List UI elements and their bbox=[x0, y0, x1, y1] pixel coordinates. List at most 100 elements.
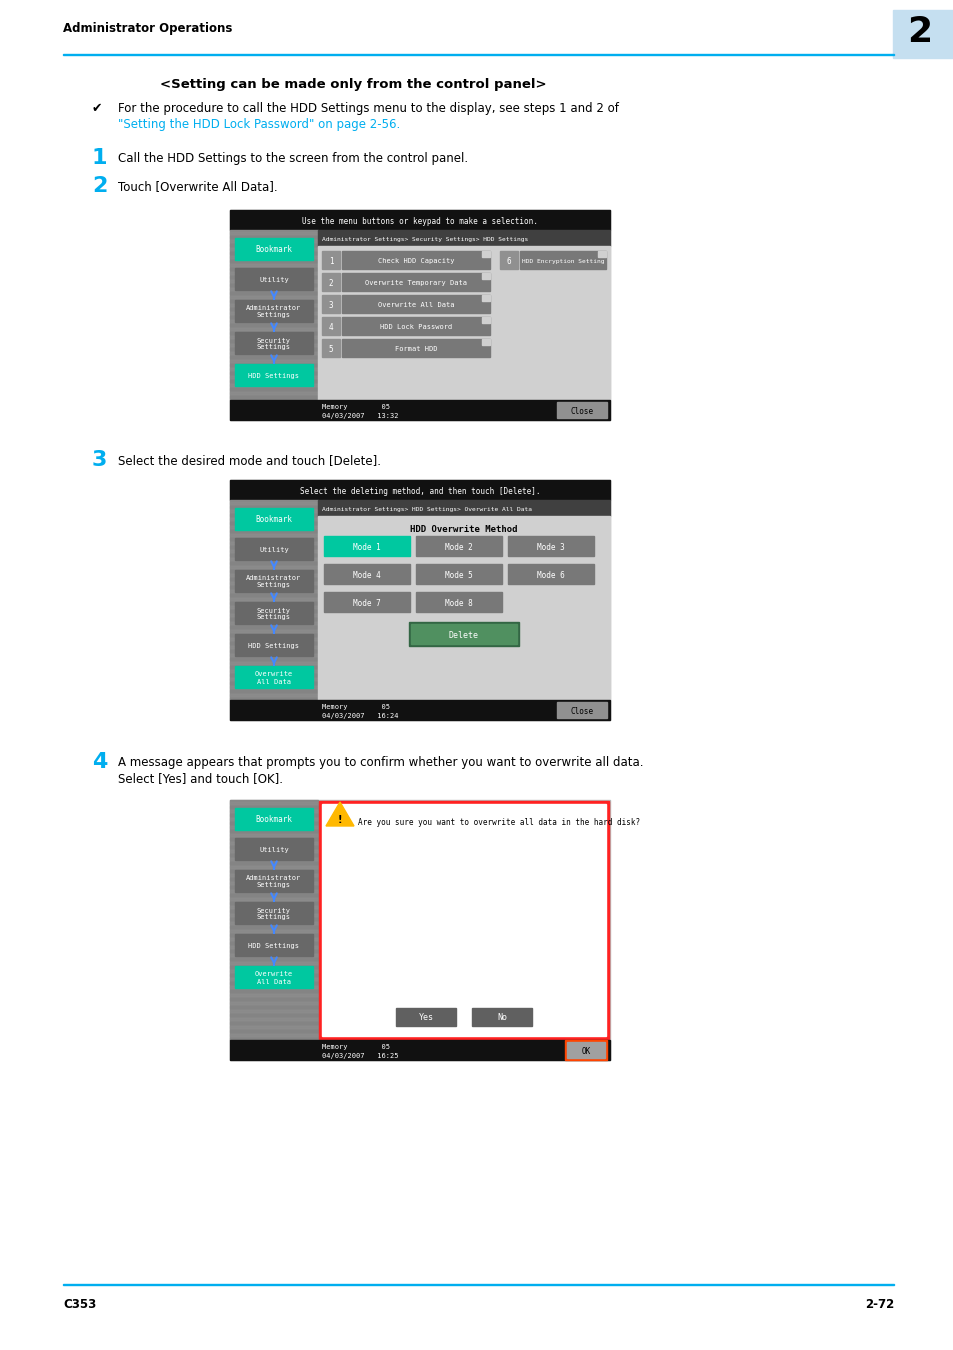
Bar bbox=[230, 990, 317, 992]
Polygon shape bbox=[326, 802, 354, 826]
Bar bbox=[230, 1010, 317, 1012]
Bar bbox=[230, 674, 317, 676]
Bar bbox=[230, 562, 317, 564]
Text: Security
Settings: Security Settings bbox=[256, 907, 291, 921]
Text: 04/03/2007   16:24: 04/03/2007 16:24 bbox=[322, 713, 398, 720]
Bar bbox=[416, 536, 501, 556]
Text: Overwrite Temporary Data: Overwrite Temporary Data bbox=[365, 279, 467, 286]
Bar bbox=[230, 549, 317, 552]
Bar bbox=[230, 514, 317, 516]
Bar bbox=[230, 1006, 317, 1008]
Bar bbox=[230, 387, 317, 390]
Bar bbox=[230, 630, 317, 632]
Bar bbox=[230, 806, 317, 809]
Text: Close: Close bbox=[570, 406, 593, 416]
Bar bbox=[230, 986, 317, 988]
Bar bbox=[230, 344, 317, 346]
Bar bbox=[230, 926, 317, 927]
Bar bbox=[230, 873, 317, 876]
Bar bbox=[230, 1026, 317, 1027]
Bar bbox=[230, 328, 317, 329]
Text: Administrator
Settings: Administrator Settings bbox=[246, 876, 301, 888]
Bar bbox=[230, 364, 317, 366]
Text: OK: OK bbox=[580, 1046, 590, 1056]
Bar bbox=[230, 865, 317, 868]
Bar bbox=[230, 481, 609, 500]
Text: HDD Lock Password: HDD Lock Password bbox=[379, 324, 452, 329]
Text: Overwrite
All Data: Overwrite All Data bbox=[254, 972, 293, 984]
Bar bbox=[230, 994, 317, 996]
Text: 2: 2 bbox=[329, 278, 333, 288]
Text: Administrator Operations: Administrator Operations bbox=[63, 22, 233, 35]
Text: Mode 7: Mode 7 bbox=[353, 598, 380, 608]
Bar bbox=[230, 998, 317, 1000]
Text: Are you sure you want to overwrite all data in the hard disk?: Are you sure you want to overwrite all d… bbox=[357, 818, 639, 828]
Text: Memory        05: Memory 05 bbox=[322, 703, 390, 710]
Bar bbox=[230, 296, 317, 298]
Text: Overwrite All Data: Overwrite All Data bbox=[377, 302, 454, 308]
Bar bbox=[230, 606, 317, 608]
Bar bbox=[234, 238, 313, 261]
Bar bbox=[230, 801, 317, 1040]
Bar bbox=[322, 339, 339, 356]
Bar bbox=[230, 541, 317, 544]
Text: Security
Settings: Security Settings bbox=[256, 338, 291, 351]
Bar bbox=[409, 622, 518, 647]
Bar bbox=[481, 317, 490, 323]
Bar bbox=[324, 536, 410, 556]
Text: 4: 4 bbox=[91, 752, 108, 772]
Bar bbox=[230, 236, 317, 238]
Bar bbox=[234, 869, 313, 892]
Bar bbox=[230, 859, 317, 860]
Text: Mode 8: Mode 8 bbox=[445, 598, 473, 608]
Text: Delete: Delete bbox=[449, 630, 478, 640]
Bar bbox=[230, 678, 317, 680]
Text: Bookmark: Bookmark bbox=[255, 516, 293, 525]
Text: Call the HDD Settings to the screen from the control panel.: Call the HDD Settings to the screen from… bbox=[118, 153, 468, 165]
Bar bbox=[566, 1042, 604, 1058]
Bar bbox=[230, 814, 317, 815]
Bar bbox=[230, 618, 317, 620]
Bar bbox=[230, 348, 317, 350]
Bar bbox=[230, 906, 317, 909]
Bar bbox=[318, 801, 608, 1040]
Bar bbox=[557, 702, 606, 718]
Bar bbox=[341, 317, 490, 335]
Bar bbox=[230, 316, 317, 319]
Text: Mode 1: Mode 1 bbox=[353, 543, 380, 552]
Bar bbox=[230, 240, 317, 242]
Bar bbox=[234, 809, 313, 830]
Text: Close: Close bbox=[570, 706, 593, 716]
Bar bbox=[230, 545, 317, 548]
Bar bbox=[230, 653, 317, 656]
Bar bbox=[230, 336, 317, 338]
Text: Mode 2: Mode 2 bbox=[445, 543, 473, 552]
Text: Mode 4: Mode 4 bbox=[353, 571, 380, 579]
Text: Mode 6: Mode 6 bbox=[537, 571, 564, 579]
Bar bbox=[317, 516, 609, 701]
Bar bbox=[317, 500, 609, 516]
Text: Administrator
Settings: Administrator Settings bbox=[246, 305, 301, 319]
Bar bbox=[230, 265, 317, 266]
Bar bbox=[230, 518, 317, 520]
Bar bbox=[230, 244, 317, 246]
Bar bbox=[230, 802, 317, 805]
Text: Touch [Overwrite All Data].: Touch [Overwrite All Data]. bbox=[118, 180, 277, 193]
Text: Overwrite
All Data: Overwrite All Data bbox=[254, 671, 293, 684]
Bar bbox=[230, 566, 317, 568]
Text: Utility: Utility bbox=[259, 547, 289, 553]
Bar bbox=[230, 647, 317, 648]
Bar bbox=[341, 339, 490, 356]
Bar bbox=[234, 902, 313, 923]
Bar bbox=[230, 842, 317, 844]
Bar bbox=[230, 248, 317, 250]
Bar bbox=[317, 246, 609, 400]
Bar bbox=[341, 296, 490, 313]
Text: Use the menu buttons or keypad to make a selection.: Use the menu buttons or keypad to make a… bbox=[302, 216, 537, 225]
Bar bbox=[230, 930, 317, 932]
Bar bbox=[230, 662, 317, 664]
Text: 04/03/2007   16:25: 04/03/2007 16:25 bbox=[322, 1053, 398, 1058]
Bar bbox=[230, 269, 317, 270]
Bar bbox=[519, 251, 605, 269]
Bar bbox=[230, 535, 317, 536]
